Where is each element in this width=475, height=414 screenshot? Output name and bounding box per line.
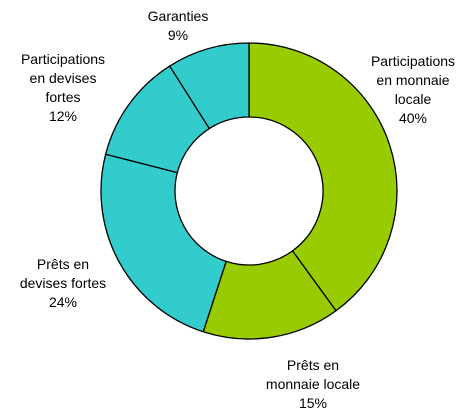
slice-label-line: monnaie locale [266, 376, 360, 392]
donut-slice [168, 42, 250, 130]
slice-label: Prêts en monnaie locale 15% [266, 357, 360, 411]
slice-percent: 24% [49, 294, 77, 310]
slice-label-line: Garanties [148, 8, 209, 24]
donut-slice [248, 42, 398, 312]
slice-percent: 15% [299, 395, 327, 411]
slice-label: Garanties 9% [148, 8, 209, 43]
slice-label: Participations en devises fortes 12% [21, 51, 105, 124]
slice-label-line: locale [395, 91, 432, 107]
slice-label-line: en monnaie [376, 72, 449, 88]
donut-slice [100, 153, 227, 333]
slice-percent: 9% [168, 27, 188, 43]
slice-label-line: Participations [371, 53, 455, 69]
slice-percent: 12% [49, 108, 77, 124]
donut-slices [100, 42, 398, 340]
slice-percent: 40% [399, 110, 427, 126]
slice-label-line: Participations [21, 51, 105, 67]
slice-label-line: Prêts en [287, 357, 339, 373]
slice-label-line: devises fortes [20, 275, 106, 291]
slice-label: Prêts en devises fortes 24% [20, 256, 106, 310]
slice-label-line: en devises [30, 70, 97, 86]
slice-labels: Participations en monnaie locale 40% Prêts e… [20, 8, 455, 411]
slice-label-line: Prêts en [37, 256, 89, 272]
slice-label: Participations en monnaie locale 40% [371, 53, 455, 126]
slice-label-line: fortes [45, 89, 80, 105]
